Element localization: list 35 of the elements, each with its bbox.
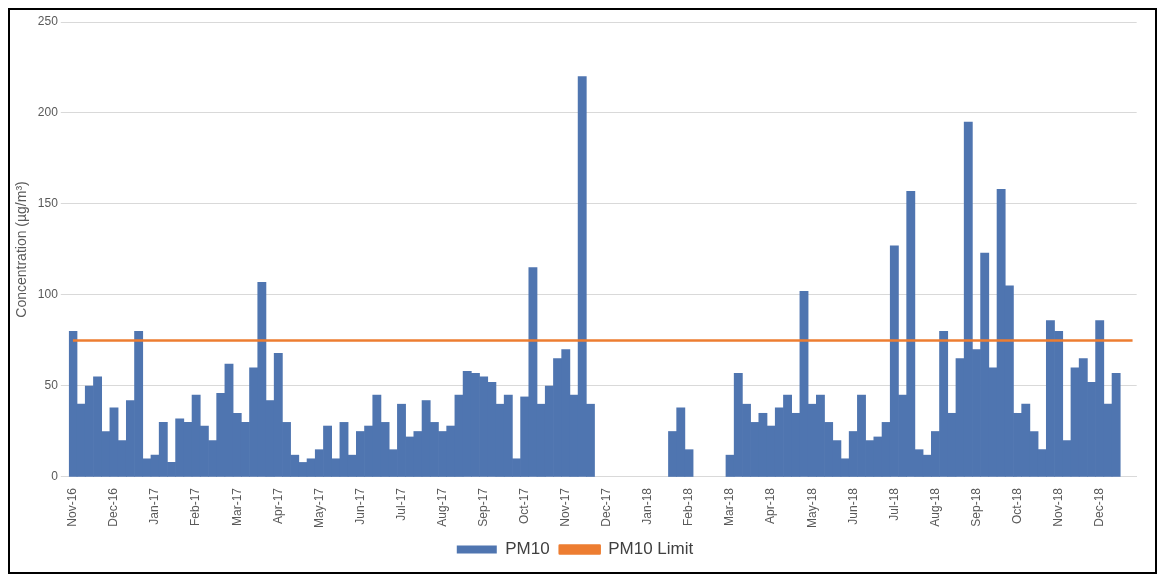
- y-axis-title: Concentration (µg/m³): [13, 181, 30, 318]
- legend-label: PM10: [505, 539, 550, 559]
- y-tick-label: 100: [37, 287, 59, 302]
- x-tick-label: Nov-16: [65, 487, 80, 527]
- x-tick-label: Jan-18: [640, 487, 655, 525]
- x-tick-label: Dec-18: [1092, 487, 1107, 527]
- x-tick-label: Mar-18: [722, 487, 737, 526]
- x-tick-label: May-17: [311, 487, 326, 528]
- x-tick-label: Apr-18: [763, 487, 778, 525]
- x-tick-label: Dec-17: [599, 487, 614, 527]
- x-tick-label: Jun-17: [352, 487, 367, 525]
- y-tick-label: 0: [51, 469, 59, 484]
- x-tick-label: Sep-17: [475, 487, 490, 527]
- x-tick-label: Nov-18: [1050, 487, 1065, 527]
- x-tick-label: Jun-18: [845, 487, 860, 525]
- x-tick-label: Oct-18: [1009, 487, 1024, 524]
- legend-label: PM10 Limit: [608, 539, 694, 559]
- y-tick-label: 150: [37, 196, 59, 211]
- x-tick-label: Nov-17: [558, 487, 573, 527]
- x-tick-label: May-18: [804, 487, 819, 528]
- x-tick-label: Jul-17: [393, 487, 408, 521]
- y-tick-label: 50: [44, 378, 59, 393]
- x-tick-label: Dec-16: [106, 487, 121, 527]
- x-tick-label: Jan-17: [147, 487, 162, 525]
- x-tick-label: Oct-17: [517, 487, 532, 524]
- x-tick-label: Sep-18: [968, 487, 983, 527]
- x-tick-label: Mar-17: [229, 487, 244, 526]
- x-tick-label: Aug-18: [927, 487, 942, 527]
- y-tick-label: 200: [37, 105, 59, 120]
- x-tick-label: Jul-18: [886, 487, 901, 521]
- x-tick-label: Feb-18: [681, 487, 696, 527]
- x-tick-label: Aug-17: [434, 487, 449, 527]
- y-tick-label: 250: [37, 14, 59, 29]
- x-tick-label: Apr-17: [270, 487, 285, 525]
- x-tick-label: Feb-17: [188, 487, 203, 527]
